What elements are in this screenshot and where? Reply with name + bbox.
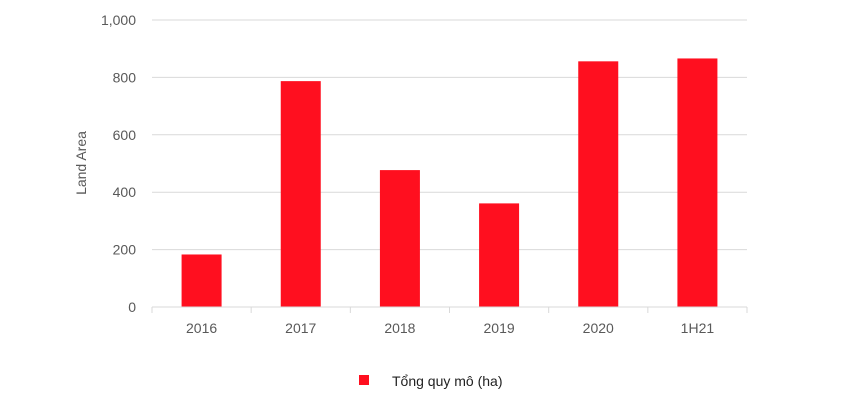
- legend-label: Tổng quy mô (ha): [392, 373, 503, 389]
- bar-2019: [479, 203, 520, 307]
- bar-2018: [379, 170, 420, 307]
- y-tick-label: 600: [113, 127, 137, 143]
- x-tick-label: 2017: [285, 320, 316, 336]
- x-tick-label: 2016: [186, 320, 217, 336]
- legend-swatch: [359, 375, 369, 385]
- x-tick-label: 1H21: [681, 320, 715, 336]
- y-tick-label: 200: [113, 242, 137, 258]
- x-tick-label: 2019: [484, 320, 515, 336]
- gridlines: [152, 19, 747, 251]
- y-tick-label: 800: [113, 69, 137, 85]
- bar-2016: [181, 254, 222, 307]
- bar-2020: [578, 61, 619, 307]
- bars: [181, 58, 718, 307]
- y-tick-label: 1,000: [101, 12, 136, 28]
- y-tick-label: 400: [113, 184, 137, 200]
- legend: Tổng quy mô (ha): [359, 373, 503, 389]
- bar-2017: [280, 81, 321, 307]
- bar-1H21: [677, 58, 718, 307]
- x-tick-label: 2018: [384, 320, 415, 336]
- y-axis-title: Land Area: [73, 131, 89, 195]
- y-tick-label: 0: [128, 299, 136, 315]
- axes: 0 200 400 600 800 1,000 2016 2017 2018 2019 2020 1H…: [101, 12, 748, 336]
- x-tick-label: 2020: [583, 320, 614, 336]
